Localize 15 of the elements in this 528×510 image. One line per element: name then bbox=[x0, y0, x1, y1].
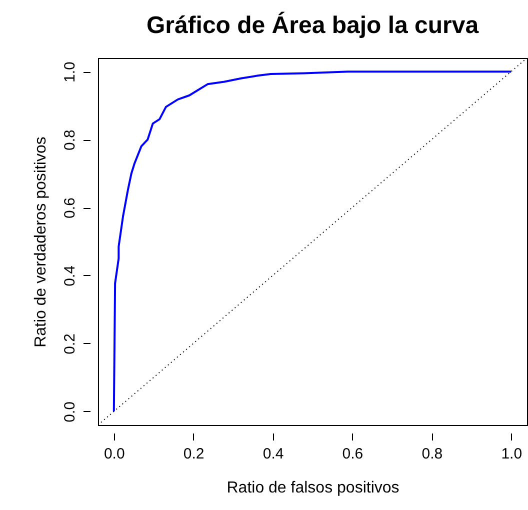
y-tick-label: 1.0 bbox=[62, 62, 78, 83]
y-tick-label: 0.0 bbox=[62, 401, 78, 422]
x-tick-label: 1.0 bbox=[501, 446, 522, 462]
y-tick-label: 0.8 bbox=[62, 130, 78, 150]
x-axis-title: Ratio de falsos positivos bbox=[226, 480, 400, 496]
chart-title: Gráfico de Área bajo la curva bbox=[146, 11, 480, 39]
x-tick-label: 0.8 bbox=[422, 446, 443, 462]
x-tick-label: 0.4 bbox=[262, 446, 284, 462]
x-tick-label: 0.6 bbox=[342, 446, 364, 462]
x-tick-label: 0.0 bbox=[104, 446, 125, 462]
y-axis-title: Ratio de verdaderos positivos bbox=[32, 136, 50, 348]
x-tick-label: 0.2 bbox=[183, 446, 204, 462]
y-tick-label: 0.6 bbox=[62, 198, 78, 218]
y-tick-label: 0.2 bbox=[62, 334, 78, 354]
y-tick-label: 0.4 bbox=[62, 266, 78, 286]
